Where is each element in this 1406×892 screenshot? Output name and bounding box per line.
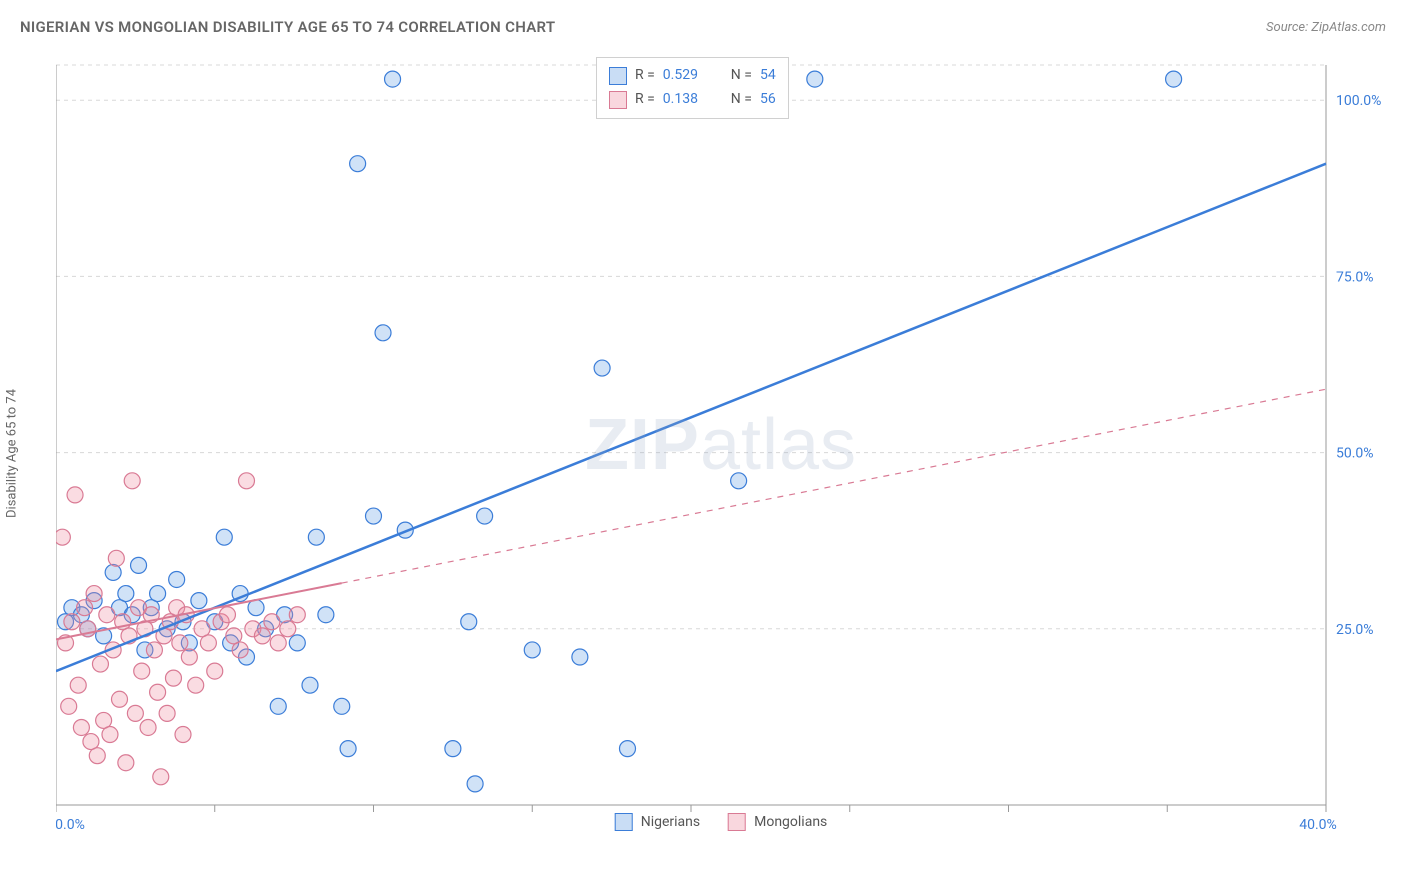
- legend-swatch: [728, 813, 746, 831]
- source-attribution: Source: ZipAtlas.com: [1266, 20, 1386, 35]
- scatter-plot: 25.0% 50.0% 75.0% 100.0% 0.0% 40.0%: [56, 55, 1386, 835]
- correlation-legend: R =0.529N =54R =0.138N =56: [596, 57, 789, 119]
- legend-swatch: [615, 813, 633, 831]
- chart-title: NIGERIAN VS MONGOLIAN DISABILITY AGE 65 …: [20, 18, 555, 36]
- svg-text:75.0%: 75.0%: [1336, 269, 1374, 285]
- svg-text:25.0%: 25.0%: [1336, 622, 1374, 638]
- legend-row: R =0.529N =54: [609, 64, 776, 88]
- series-legend-label: Nigerians: [641, 814, 700, 830]
- legend-swatch: [609, 67, 627, 85]
- chart-area: ZIPatlas 25.0%50.0%75.0%100.0%0.0%40.0% …: [56, 55, 1386, 835]
- chart-header: NIGERIAN VS MONGOLIAN DISABILITY AGE 65 …: [20, 18, 1386, 36]
- series-legend: Nigerians Mongolians: [615, 813, 828, 831]
- series-legend-item: Mongolians: [728, 813, 827, 831]
- series-legend-item: Nigerians: [615, 813, 700, 831]
- legend-row: R =0.138N =56: [609, 88, 776, 112]
- svg-text:100.0%: 100.0%: [1336, 93, 1381, 109]
- y-axis-label: Disability Age 65 to 74: [5, 389, 20, 518]
- svg-text:40.0%: 40.0%: [1299, 817, 1337, 833]
- svg-text:0.0%: 0.0%: [56, 817, 85, 833]
- series-legend-label: Mongolians: [754, 814, 827, 830]
- legend-swatch: [609, 91, 627, 109]
- svg-text:50.0%: 50.0%: [1336, 446, 1374, 462]
